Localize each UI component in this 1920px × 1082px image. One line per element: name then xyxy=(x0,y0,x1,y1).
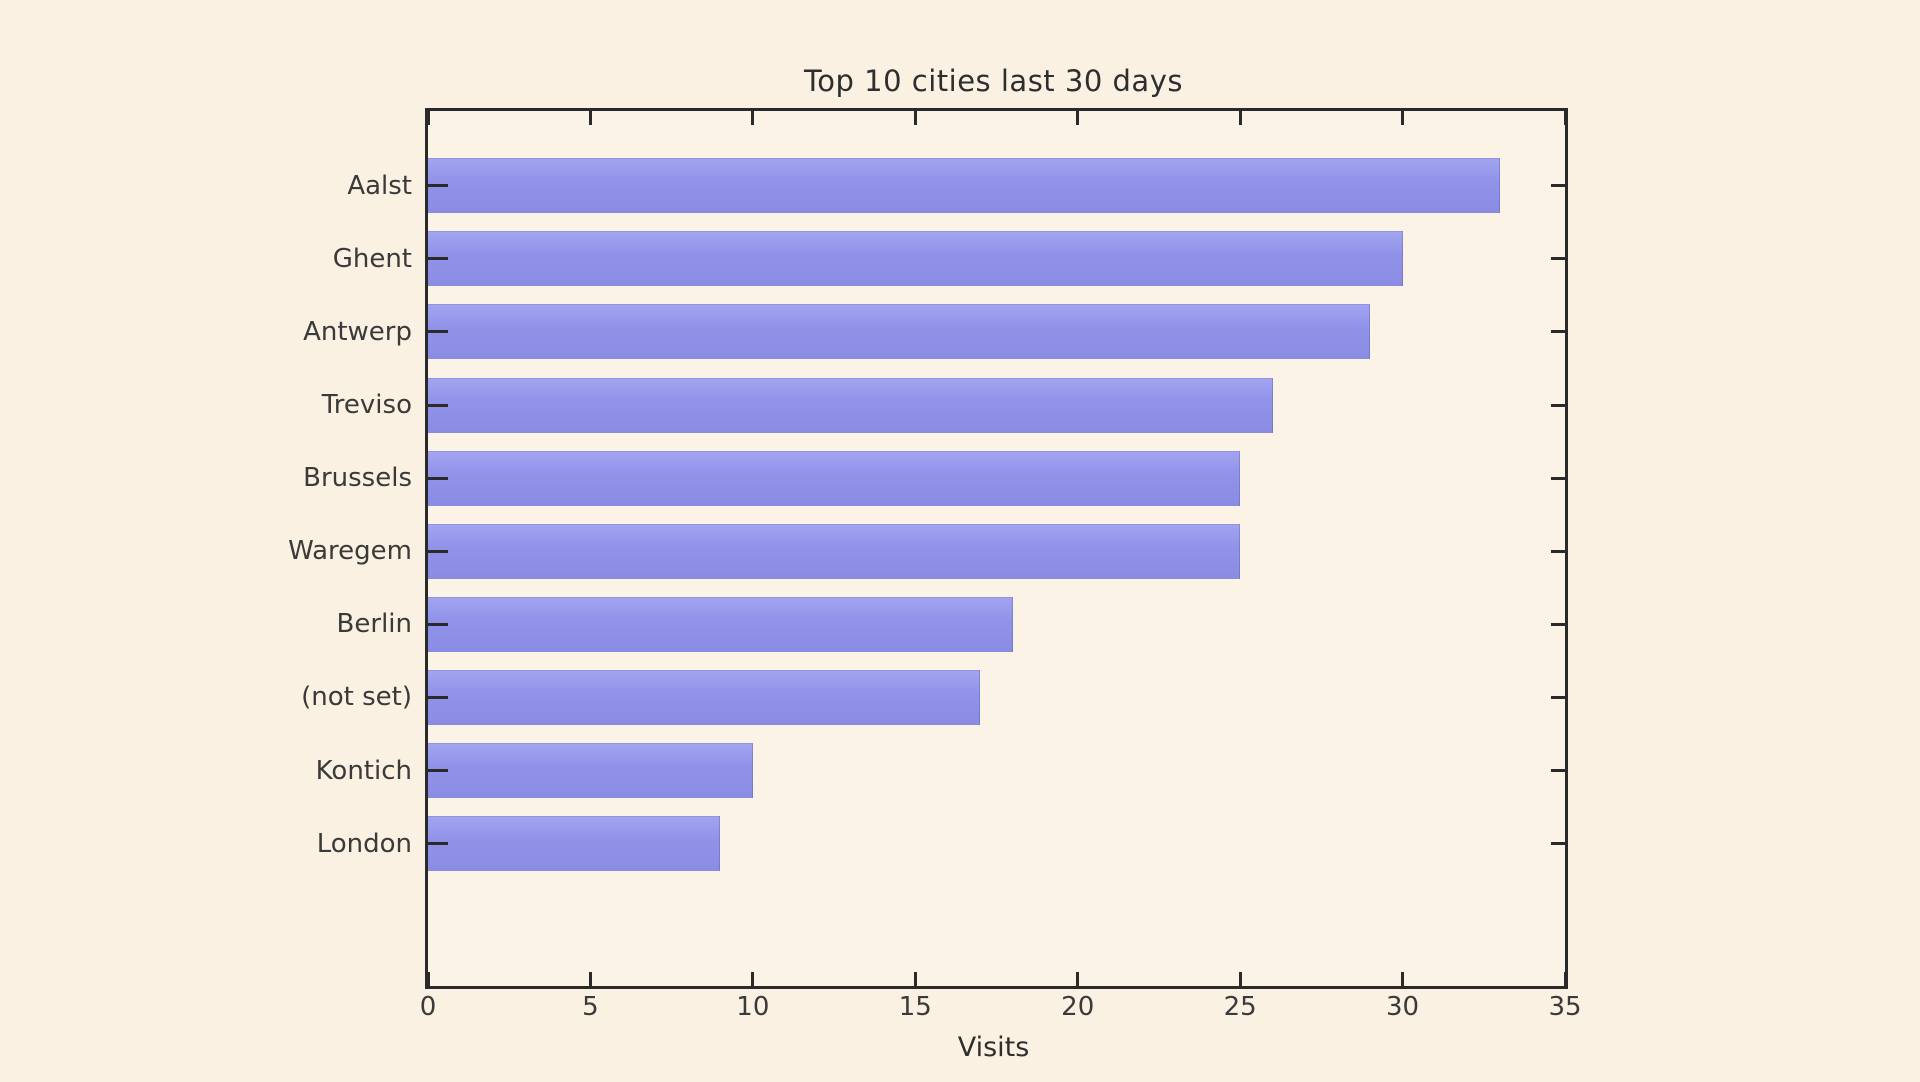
x-tick-mark xyxy=(1563,972,1567,986)
y-tick-mark xyxy=(428,257,448,261)
y-tick-mark xyxy=(428,549,448,553)
bar xyxy=(428,377,1273,433)
y-tick-mark xyxy=(1551,330,1565,334)
y-tick-mark xyxy=(1551,769,1565,772)
bar xyxy=(428,304,1371,360)
y-tick-mark xyxy=(1551,622,1565,626)
x-tick-label: 15 xyxy=(898,992,932,1022)
x-tick-label: 5 xyxy=(582,992,599,1022)
bar xyxy=(428,450,1241,506)
y-tick-mark xyxy=(1551,184,1565,188)
x-tick-mark xyxy=(751,111,755,125)
y-tick-mark xyxy=(428,330,448,334)
bar xyxy=(428,523,1241,579)
x-tick-mark xyxy=(1238,972,1242,986)
x-tick-mark xyxy=(426,111,430,125)
bar xyxy=(428,158,1501,214)
y-tick-mark xyxy=(428,476,448,480)
bar xyxy=(428,596,1013,652)
y-tick-label: Ghent xyxy=(332,243,412,274)
x-tick-mark xyxy=(1401,972,1405,986)
y-tick-mark xyxy=(428,769,448,772)
y-tick-mark xyxy=(1551,257,1565,261)
x-axis-label: Visits xyxy=(957,1032,1030,1063)
x-tick-label: 30 xyxy=(1386,992,1420,1022)
x-tick-mark xyxy=(913,972,917,986)
y-tick-mark xyxy=(1551,403,1565,407)
y-tick-label: Waregem xyxy=(288,536,412,567)
y-tick-mark xyxy=(1551,695,1565,699)
y-tick-mark xyxy=(428,842,448,846)
x-tick-label: 10 xyxy=(736,992,770,1022)
y-tick-mark xyxy=(1551,842,1565,846)
y-tick-mark xyxy=(428,403,448,407)
x-tick-mark xyxy=(426,972,430,986)
x-tick-mark xyxy=(1401,111,1405,125)
bar xyxy=(428,669,981,725)
x-tick-mark xyxy=(751,972,755,986)
y-tick-label: Berlin xyxy=(336,609,412,640)
plot-area xyxy=(425,108,1568,989)
y-tick-label: Aalst xyxy=(347,170,412,201)
x-tick-mark xyxy=(913,111,917,125)
x-tick-label: 35 xyxy=(1548,992,1582,1022)
x-tick-label: 0 xyxy=(419,992,437,1022)
x-tick-mark xyxy=(588,111,592,125)
y-tick-label: Antwerp xyxy=(303,316,412,347)
y-tick-label: Brussels xyxy=(303,463,412,494)
x-tick-mark xyxy=(1238,111,1242,125)
x-tick-label: 20 xyxy=(1061,992,1095,1022)
x-tick-label: 25 xyxy=(1223,992,1257,1022)
y-tick-mark xyxy=(428,184,448,188)
bar xyxy=(428,816,721,872)
chart-title: Top 10 cities last 30 days xyxy=(804,64,1183,98)
y-tick-mark xyxy=(1551,549,1565,553)
y-tick-label: (not set) xyxy=(301,682,412,713)
x-tick-mark xyxy=(1076,972,1080,986)
x-tick-mark xyxy=(1563,111,1567,125)
y-tick-mark xyxy=(428,622,448,626)
bar xyxy=(428,231,1403,287)
x-tick-mark xyxy=(588,972,592,986)
y-tick-label: Kontich xyxy=(315,755,412,786)
x-tick-mark xyxy=(1076,111,1080,125)
y-tick-label: Treviso xyxy=(321,390,412,420)
bar xyxy=(428,743,753,798)
y-tick-mark xyxy=(1551,476,1565,480)
y-tick-label: London xyxy=(316,828,412,859)
y-tick-mark xyxy=(428,695,448,699)
